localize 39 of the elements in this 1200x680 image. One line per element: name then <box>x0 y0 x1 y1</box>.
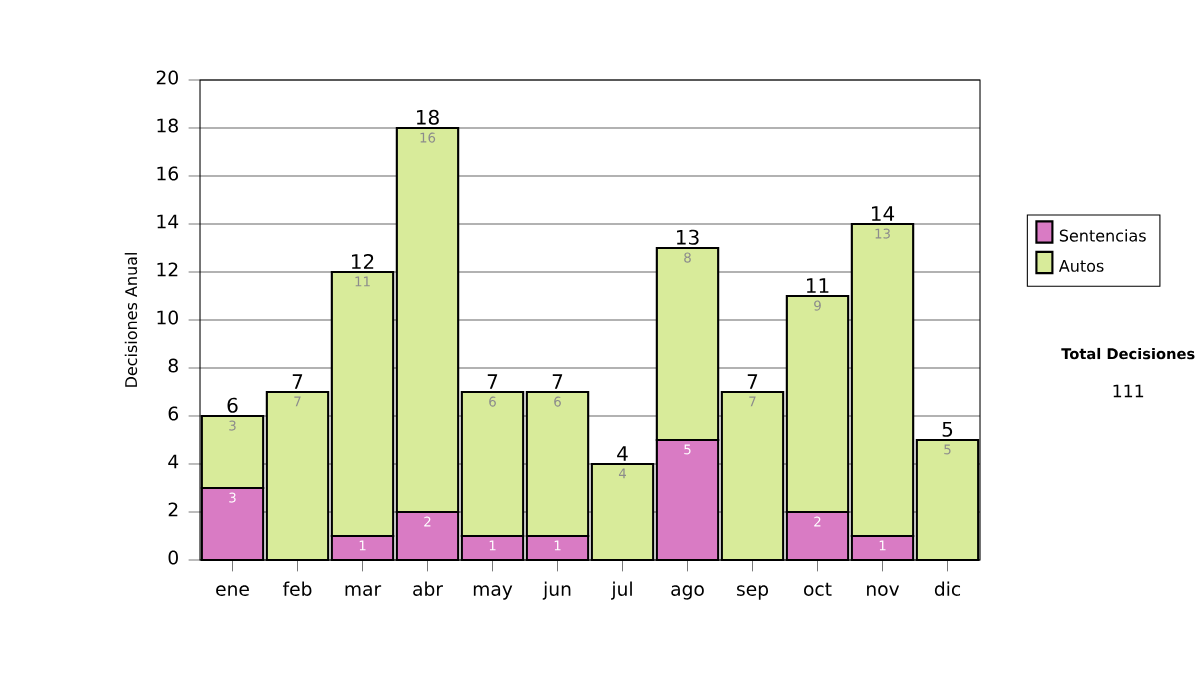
y-axis-title: Decisiones Anual <box>124 253 138 387</box>
y-tick-label: 20 <box>156 70 178 85</box>
x-tick-label: may <box>473 585 513 600</box>
total-label: 11 <box>807 278 829 293</box>
x-tick-label: feb <box>282 581 312 596</box>
x-tick-label: sep <box>736 585 769 600</box>
y-tick-label: 0 <box>168 550 178 565</box>
total-label: 7 <box>552 374 563 389</box>
y-tick-label: 14 <box>157 214 179 229</box>
total-label: 4 <box>617 446 628 461</box>
total-label: 18 <box>417 109 439 125</box>
total-label: 7 <box>487 374 498 389</box>
x-tick-label: nov <box>867 585 900 596</box>
total-label: 7 <box>747 374 758 389</box>
total-label: 6 <box>227 397 238 413</box>
y-tick-label: 6 <box>168 406 179 421</box>
legend-label: Autos <box>1058 259 1104 272</box>
total-label: 7 <box>292 374 303 389</box>
x-tick-label: jul <box>611 581 632 600</box>
x-tick-label: abr <box>413 581 443 596</box>
total-label: 12 <box>352 253 374 269</box>
y-tick-label: 4 <box>168 454 179 469</box>
total-label: 5 <box>942 421 953 437</box>
y-tick-label: 10 <box>157 310 178 325</box>
y-tick-label: 18 <box>157 118 178 133</box>
total-label: 13 <box>677 229 699 245</box>
total-label: 14 <box>872 206 895 221</box>
x-tick-label: mar <box>345 585 382 596</box>
x-tick-label: ago <box>671 585 704 600</box>
x-tick-label: jun <box>542 581 571 600</box>
y-tick-label: 12 <box>157 262 178 277</box>
x-tick-label: oct <box>804 582 832 596</box>
x-tick-label: ene <box>216 585 249 596</box>
legend-label: Sentencias <box>1059 229 1146 242</box>
y-tick-label: 8 <box>168 358 178 373</box>
y-tick-label: 2 <box>168 502 178 517</box>
y-tick-label: 16 <box>157 166 179 181</box>
x-tick-label: dic <box>934 581 961 596</box>
text: 111 <box>1113 384 1144 398</box>
